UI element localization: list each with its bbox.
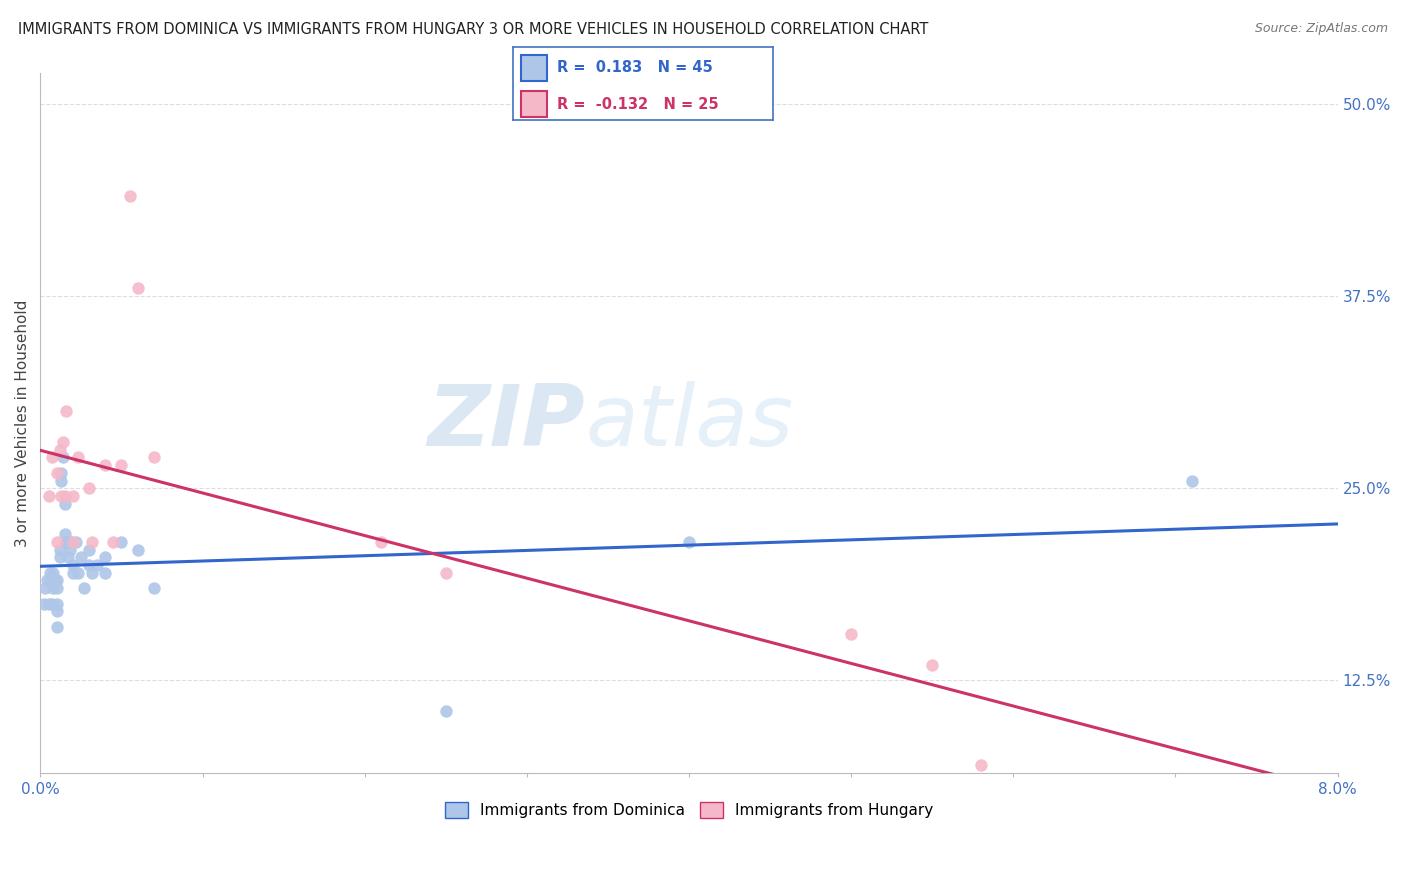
Text: ZIP: ZIP [427, 382, 585, 465]
Point [127, 281, 149, 295]
Text: atlas: atlas [585, 382, 793, 465]
Point [38, 489, 60, 503]
Text: IMMIGRANTS FROM DOMINICA VS IMMIGRANTS FROM HUNGARY 3 OR MORE VEHICLES IN HOUSEH: IMMIGRANTS FROM DOMINICA VS IMMIGRANTS F… [18, 22, 928, 37]
Y-axis label: 3 or more Vehicles in Household: 3 or more Vehicles in Household [15, 299, 30, 547]
Point [51, 474, 73, 488]
Point [45, 604, 67, 618]
Point [45, 574, 67, 588]
Text: R =  0.183   N = 45: R = 0.183 N = 45 [557, 61, 713, 75]
Point [53, 527, 76, 541]
Point [55, 535, 77, 549]
Point [110, 458, 132, 472]
Point [142, 581, 165, 595]
Point [49, 550, 72, 565]
Point [66, 450, 89, 465]
Point [142, 450, 165, 465]
Point [38, 597, 60, 611]
Point [118, 189, 141, 203]
Point [127, 542, 149, 557]
Point [678, 535, 700, 549]
Point [94, 550, 117, 565]
Point [82, 566, 104, 580]
Point [103, 535, 125, 549]
Point [45, 466, 67, 480]
Point [434, 704, 457, 718]
Point [60, 535, 83, 549]
Point [51, 466, 73, 480]
Point [86, 558, 108, 573]
Point [39, 574, 62, 588]
Point [45, 620, 67, 634]
Legend: Immigrants from Dominica, Immigrants from Hungary: Immigrants from Dominica, Immigrants fro… [439, 797, 939, 824]
Point [45, 597, 67, 611]
Point [52, 435, 75, 450]
Point [77, 542, 100, 557]
Point [56, 535, 79, 549]
Point [51, 489, 73, 503]
Point [49, 542, 72, 557]
Point [62, 489, 84, 503]
Point [41, 597, 63, 611]
Point [41, 450, 63, 465]
Point [70, 550, 93, 565]
Point [45, 581, 67, 595]
Point [370, 535, 392, 549]
Point [52, 450, 75, 465]
Point [39, 566, 62, 580]
Point [44, 574, 66, 588]
Point [42, 581, 65, 595]
Point [32, 597, 55, 611]
Point [82, 535, 104, 549]
Point [62, 566, 84, 580]
Point [94, 566, 117, 580]
Point [42, 566, 65, 580]
Point [65, 535, 87, 549]
Point [53, 497, 76, 511]
Point [56, 550, 79, 565]
Point [55, 404, 77, 418]
Point [35, 574, 58, 588]
Point [77, 558, 100, 573]
Point [434, 566, 457, 580]
Point [1181, 474, 1204, 488]
Point [66, 566, 89, 580]
Point [62, 535, 84, 549]
Point [53, 489, 76, 503]
FancyBboxPatch shape [522, 54, 547, 81]
Point [921, 658, 943, 673]
Point [77, 481, 100, 495]
Point [59, 542, 82, 557]
Point [34, 581, 56, 595]
Point [839, 627, 862, 641]
Point [45, 535, 67, 549]
Point [970, 758, 993, 772]
Point [110, 535, 132, 549]
Text: R =  -0.132   N = 25: R = -0.132 N = 25 [557, 97, 718, 112]
Point [49, 442, 72, 457]
FancyBboxPatch shape [522, 91, 547, 118]
Point [73, 581, 96, 595]
Text: Source: ZipAtlas.com: Source: ZipAtlas.com [1254, 22, 1388, 36]
Point [62, 558, 84, 573]
Point [94, 458, 117, 472]
